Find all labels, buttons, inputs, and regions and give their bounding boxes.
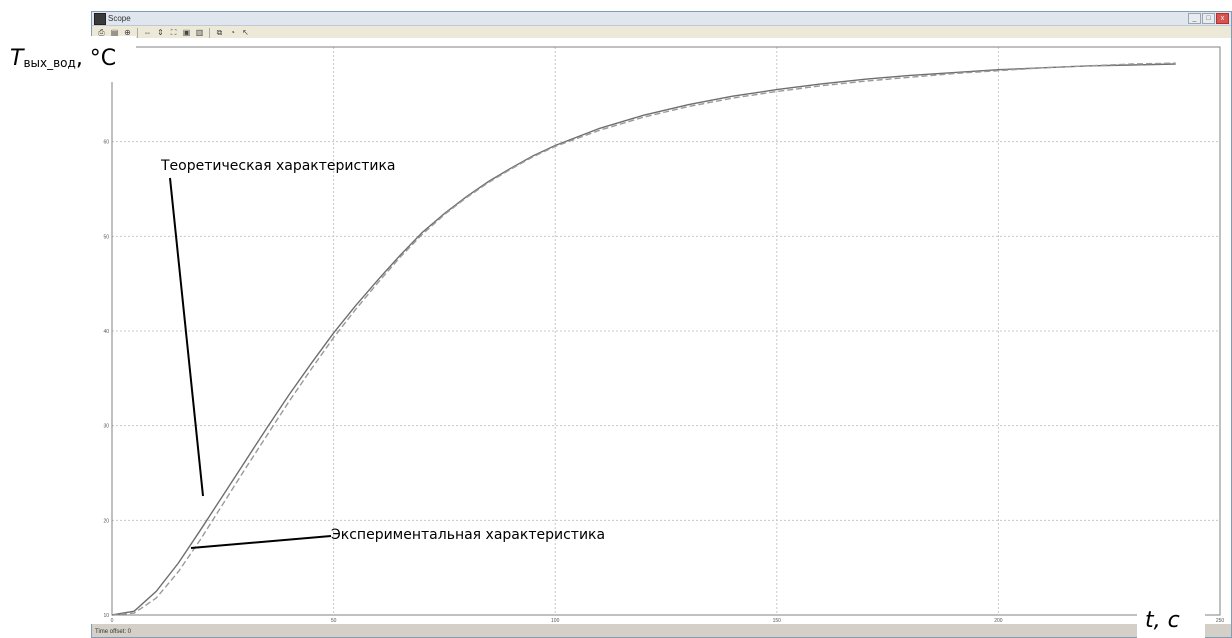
x-axis-title: t, c bbox=[1137, 604, 1205, 638]
toolbar-separator bbox=[209, 27, 210, 38]
x-tick-label: 0 bbox=[111, 618, 114, 624]
status-bar: Time offset: 0 bbox=[92, 628, 1231, 637]
y-tick-label: 60 bbox=[103, 140, 109, 146]
y-axis-title: Tвых_вод, °C bbox=[0, 36, 137, 82]
y-axis-subscript: вых_вод bbox=[23, 56, 76, 70]
toolbar-separator bbox=[137, 27, 138, 38]
grid bbox=[112, 47, 1220, 615]
close-button[interactable]: x bbox=[1216, 13, 1229, 24]
lock-icon[interactable]: ◔ bbox=[230, 27, 235, 37]
x-tick-label: 100 bbox=[551, 618, 560, 624]
theory-pointer-line bbox=[169, 177, 204, 497]
y-axis-variable: T bbox=[10, 46, 24, 71]
x-tick-label: 50 bbox=[331, 618, 337, 624]
theory-annotation: Теоретическая характеристика bbox=[161, 158, 396, 174]
x-tick-label: 250 bbox=[1216, 618, 1225, 624]
params-icon[interactable]: ▤ bbox=[110, 27, 119, 37]
experimental-annotation: Экспериментальная характеристика bbox=[331, 527, 606, 543]
y-tick-label: 20 bbox=[103, 518, 109, 524]
y-tick-label: 10 bbox=[103, 613, 109, 619]
x-tick-label: 150 bbox=[773, 618, 782, 624]
minimize-button[interactable]: _ bbox=[1188, 13, 1201, 24]
restore-axes-icon[interactable]: ▥ bbox=[195, 27, 204, 37]
y-tick-label: 50 bbox=[103, 234, 109, 240]
experimental-pointer-line bbox=[190, 535, 332, 549]
zoom-in-icon[interactable]: ⊕ bbox=[124, 27, 131, 37]
save-axes-icon[interactable]: ▣ bbox=[182, 27, 191, 37]
x-tick-label: 200 bbox=[994, 618, 1003, 624]
select-icon[interactable]: ↖ bbox=[242, 27, 249, 37]
toolbar: ⎙ ▤ ⊕ ⇔ ⇕ ⛶ ▣ ▥ ⧉ ◔ ↖ bbox=[92, 26, 1231, 39]
app-icon bbox=[94, 13, 106, 25]
series-layer bbox=[111, 62, 1176, 616]
print-icon[interactable]: ⎙ bbox=[98, 27, 105, 37]
y-axis-unit: , °C bbox=[75, 46, 117, 71]
window-title: Scope bbox=[108, 14, 131, 23]
autoscale-icon[interactable]: ⛶ bbox=[170, 27, 177, 37]
window-controls: _ □ x bbox=[1188, 13, 1229, 24]
experimental-series-line bbox=[111, 62, 1176, 616]
title-bar: Scope _ □ x bbox=[92, 12, 1231, 26]
axes-frame bbox=[111, 46, 1221, 616]
plot-area[interactable]: 05010015020025010203040506070 bbox=[91, 38, 1231, 624]
zoom-y-icon[interactable]: ⇕ bbox=[157, 27, 164, 37]
zoom-x-icon[interactable]: ⇔ bbox=[143, 27, 152, 37]
y-tick-label: 40 bbox=[103, 329, 109, 335]
y-tick-label: 30 bbox=[103, 424, 109, 430]
theory-series-line bbox=[111, 63, 1176, 616]
float-icon[interactable]: ⧉ bbox=[216, 27, 223, 37]
maximize-button[interactable]: □ bbox=[1202, 13, 1215, 24]
